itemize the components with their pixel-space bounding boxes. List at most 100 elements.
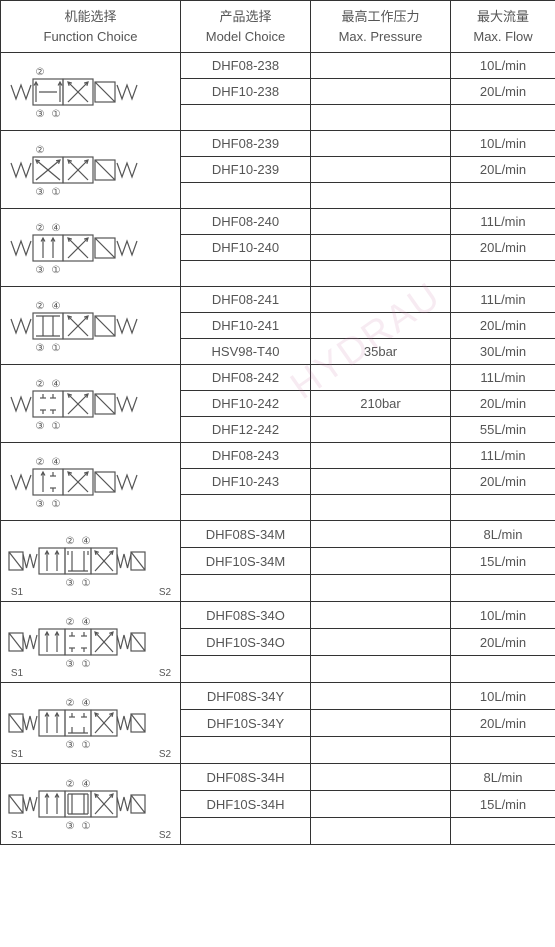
model-cell: DHF10S-34M [181,548,311,575]
model-cell [181,495,311,521]
svg-text:①: ① [51,109,60,120]
pressure-cell [311,105,451,131]
pressure-cell [311,495,451,521]
table-row: ②④③①DHF08-24011L/min [1,209,555,235]
svg-text:③: ③ [35,187,44,198]
svg-text:S1: S1 [10,749,23,759]
pressure-cell [311,261,451,287]
pressure-cell [311,629,451,656]
model-cell: DHF10-240 [181,235,311,261]
svg-text:S1: S1 [10,587,23,597]
model-cell: DHF10-238 [181,79,311,105]
svg-text:③: ③ [35,265,44,276]
pressure-cell [311,818,451,845]
svg-text:③: ③ [35,499,44,510]
pressure-cell [311,737,451,764]
valve-symbol-icon: ②④③① [3,450,178,514]
header-function-cn: 机能选择 [5,7,176,27]
flow-cell: 8L/min [451,764,555,791]
valve-symbol-icon: ②④③①S1S2 [3,685,178,761]
pressure-cell [311,365,451,391]
function-symbol-cell: ②④③① [1,287,181,365]
model-cell: HSV98-T40 [181,339,311,365]
flow-cell: 11L/min [451,365,555,391]
flow-cell [451,495,555,521]
flow-cell [451,656,555,683]
pressure-cell [311,209,451,235]
flow-cell [451,575,555,602]
valve-symbol-icon: ②④③①S1S2 [3,604,178,680]
header-flow-cn: 最大流量 [455,7,551,27]
svg-text:②: ② [35,223,44,234]
pressure-cell [311,235,451,261]
function-symbol-cell: ②④③①S1S2 [1,602,181,683]
pressure-cell [311,79,451,105]
valve-symbol-icon: ②③① [3,138,178,202]
flow-cell: 10L/min [451,602,555,629]
model-cell: DHF10-242 [181,391,311,417]
header-flow-en: Max. Flow [455,27,551,47]
svg-text:④: ④ [51,223,60,234]
model-cell: DHF10S-34H [181,791,311,818]
svg-text:S1: S1 [10,830,23,840]
function-symbol-cell: ②③① [1,131,181,209]
svg-text:S1: S1 [10,668,23,678]
valve-symbol-icon: ②④③① [3,216,178,280]
svg-text:①: ① [51,499,60,510]
flow-cell: 20L/min [451,629,555,656]
svg-text:②: ② [35,301,44,312]
model-cell: DHF08-242 [181,365,311,391]
pressure-cell [311,157,451,183]
function-symbol-cell: ②③① [1,53,181,131]
svg-text:④: ④ [81,536,90,547]
header-function: 机能选择 Function Choice [1,1,181,53]
pressure-cell [311,417,451,443]
svg-text:①: ① [81,740,90,751]
function-symbol-cell: ②④③① [1,443,181,521]
model-cell: DHF08S-34M [181,521,311,548]
model-cell: DHF08-239 [181,131,311,157]
svg-text:S2: S2 [158,749,171,759]
pressure-cell [311,683,451,710]
model-cell: DHF10-241 [181,313,311,339]
svg-text:②: ② [35,379,44,390]
header-model-cn: 产品选择 [185,7,306,27]
svg-text:①: ① [81,659,90,670]
flow-cell: 20L/min [451,79,555,105]
svg-text:①: ① [81,821,90,832]
table-row: ②④③①DHF08-24211L/min [1,365,555,391]
svg-text:②: ② [35,145,44,156]
pressure-cell [311,575,451,602]
model-cell: DHF10S-34Y [181,710,311,737]
model-cell [181,575,311,602]
flow-cell [451,818,555,845]
model-cell: DHF08-241 [181,287,311,313]
pressure-cell: 210bar [311,391,451,417]
table-row: ②④③①DHF08-24311L/min [1,443,555,469]
flow-cell [451,105,555,131]
model-cell [181,183,311,209]
flow-cell [451,183,555,209]
pressure-cell [311,656,451,683]
svg-text:②: ② [65,536,74,547]
pressure-cell [311,791,451,818]
table-row: ②④③①S1S2DHF08S-34H8L/min [1,764,555,791]
flow-cell [451,261,555,287]
flow-cell: 8L/min [451,521,555,548]
flow-cell: 20L/min [451,235,555,261]
flow-cell: 20L/min [451,710,555,737]
flow-cell [451,737,555,764]
flow-cell: 11L/min [451,209,555,235]
flow-cell: 10L/min [451,53,555,79]
flow-cell: 20L/min [451,469,555,495]
flow-cell: 15L/min [451,548,555,575]
valve-symbol-icon: ②④③①S1S2 [3,523,178,599]
svg-text:①: ① [51,421,60,432]
function-symbol-cell: ②④③①S1S2 [1,764,181,845]
flow-cell: 55L/min [451,417,555,443]
function-symbol-cell: ②④③① [1,209,181,287]
function-symbol-cell: ②④③①S1S2 [1,683,181,764]
flow-cell: 20L/min [451,391,555,417]
table-row: ②④③①S1S2DHF08S-34O10L/min [1,602,555,629]
svg-text:③: ③ [35,343,44,354]
